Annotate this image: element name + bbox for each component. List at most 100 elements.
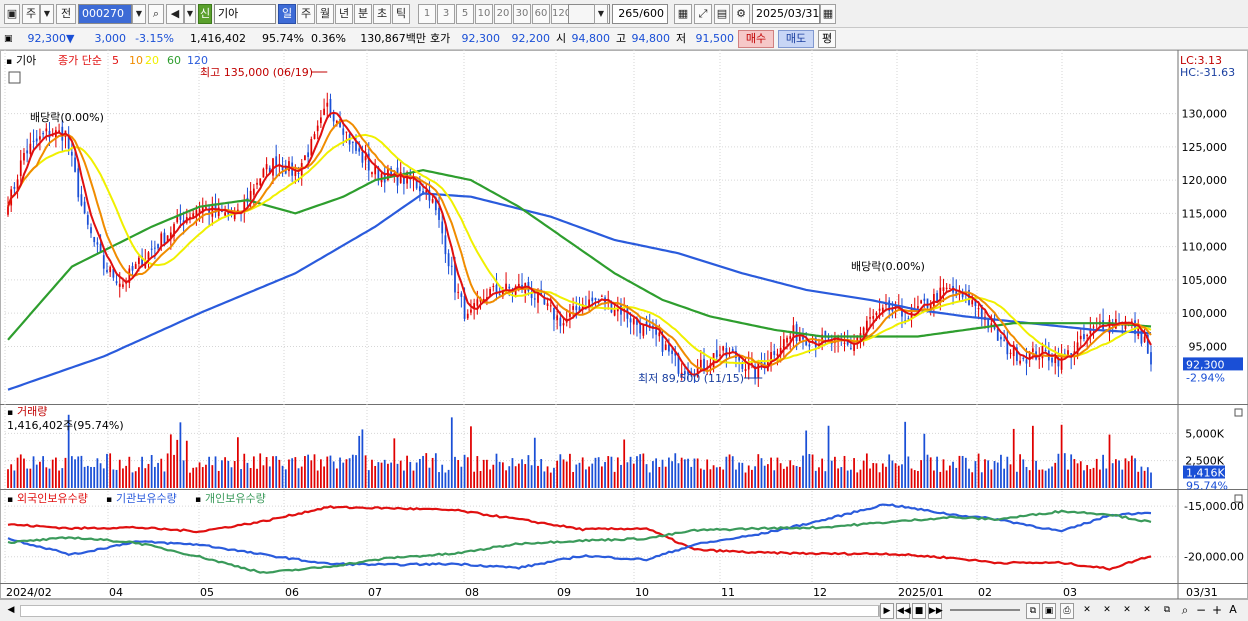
candle-body	[169, 232, 172, 239]
volume-bar	[993, 461, 996, 488]
interval-tab[interactable]: 1	[418, 4, 436, 24]
volume-bar	[607, 456, 610, 488]
zoom-in-icon[interactable]: +	[1211, 603, 1223, 617]
auto-scale-icon[interactable]: A	[1229, 603, 1237, 616]
candle-body	[639, 322, 642, 334]
price-tick-label: 125,000	[1182, 141, 1228, 154]
tool-icon-4[interactable]: ✕	[1143, 605, 1151, 615]
stock-code-input[interactable]: 000270	[78, 4, 132, 24]
period-tab[interactable]: 주	[297, 4, 315, 24]
tool-icon-5[interactable]: ⧉	[1163, 605, 1171, 615]
search-icon[interactable]: ⌕	[148, 4, 164, 24]
price-tick-label: 120,000	[1182, 174, 1228, 187]
avg-button[interactable]: 평	[818, 30, 836, 48]
fast-forward-icon[interactable]: ▶▶	[928, 603, 943, 619]
period-tab[interactable]: 일	[278, 4, 296, 24]
candle-body	[1134, 320, 1136, 334]
code-dropdown-icon[interactable]: ▼	[132, 4, 146, 24]
date-input[interactable]: 2025/03/31	[752, 4, 820, 24]
candle-body	[444, 235, 447, 255]
zoom-search-icon[interactable]: ⌕	[1181, 603, 1189, 617]
interval-tab[interactable]: 120	[551, 4, 571, 24]
print-icon[interactable]: ⎙	[1060, 603, 1074, 619]
stock-name-field[interactable]: 기아	[214, 4, 276, 24]
interval-dropdown-icon[interactable]: ▼	[594, 4, 608, 24]
interval-tab[interactable]: 30	[513, 4, 531, 24]
candle-body	[789, 336, 792, 339]
volume-bar	[546, 466, 549, 488]
tool-icon-2[interactable]: ✕	[1103, 605, 1111, 615]
candle-body	[211, 204, 214, 217]
interval-tab[interactable]: 60	[532, 4, 550, 24]
buy-button[interactable]: 매수	[738, 30, 774, 48]
candle-body	[96, 242, 99, 245]
volume-bar	[211, 465, 214, 488]
candle-body	[805, 339, 808, 346]
stop-icon[interactable]: ■	[912, 603, 926, 619]
interval-tab[interactable]: 20	[494, 4, 512, 24]
scroll-left-icon[interactable]: ◀	[7, 605, 15, 615]
grid-toggle-icon[interactable]	[8, 71, 21, 84]
chevron-down-icon[interactable]: ▼	[40, 4, 54, 24]
interval-tab[interactable]: 10	[475, 4, 493, 24]
volume-bar	[824, 471, 827, 488]
candle-body	[955, 291, 958, 296]
speaker-icon[interactable]: ◀	[166, 4, 184, 24]
candle-body	[757, 362, 760, 379]
volume-bar	[907, 456, 910, 488]
holdings-panel-close-icon[interactable]	[1234, 494, 1243, 503]
count-field[interactable]: 265/600	[612, 4, 668, 24]
period-tab[interactable]: 분	[354, 4, 372, 24]
calendar-icon[interactable]: ▦	[820, 4, 836, 24]
tool-icon-3[interactable]: ✕	[1123, 605, 1131, 615]
candle-body	[683, 371, 686, 375]
candle-body	[770, 352, 772, 364]
play-icon[interactable]: ▶	[880, 603, 894, 619]
period-tab[interactable]: 월	[316, 4, 334, 24]
candle-body	[664, 344, 667, 350]
volume-bar	[1146, 467, 1149, 488]
candle-body	[747, 362, 750, 370]
credit-badge[interactable]: 신	[198, 4, 212, 24]
chart-window-icon[interactable]: ▣	[4, 4, 20, 24]
speed-slider[interactable]	[950, 609, 1020, 611]
volume-panel-close-icon[interactable]	[1234, 408, 1243, 417]
copy-icon[interactable]: ⧉	[1026, 603, 1040, 619]
candle-body	[42, 133, 44, 135]
candle-body	[549, 305, 552, 307]
legend-icon: ▪	[7, 495, 13, 505]
volume-bar	[521, 459, 523, 488]
sell-button[interactable]: 매도	[778, 30, 814, 48]
period-tab[interactable]: 년	[335, 4, 353, 24]
quote-window-icon[interactable]: ▣	[4, 34, 13, 44]
mode-select[interactable]: 주	[22, 4, 40, 24]
period-tab[interactable]: 초	[373, 4, 391, 24]
interval-tab[interactable]: 3	[437, 4, 455, 24]
volume-bar	[383, 459, 386, 488]
stock-chart[interactable]: 2024/02 04 05 06 07 08 09 10 11 12 2025/01 02 03 03/3…	[0, 50, 1248, 599]
volume-bar	[936, 456, 938, 488]
candle-body	[990, 323, 993, 327]
horizontal-scrollbar[interactable]	[20, 605, 880, 617]
draw-tool-icon[interactable]: ⤢	[694, 4, 712, 24]
tool-icon-1[interactable]: ✕	[1083, 605, 1091, 615]
prev-button[interactable]: 전	[56, 4, 76, 24]
volume-bar	[1102, 454, 1104, 488]
volume-bar	[291, 458, 294, 488]
rewind-icon[interactable]: ◀◀	[896, 603, 911, 619]
candle-body	[252, 188, 255, 195]
candle-body	[537, 292, 539, 303]
gear-icon[interactable]: ⚙	[732, 4, 750, 24]
zoom-out-icon[interactable]: −	[1195, 603, 1207, 617]
volume-bar	[897, 465, 900, 488]
bid-price: 92,200	[511, 32, 551, 45]
period-tab[interactable]: 틱	[392, 4, 410, 24]
candle-body	[431, 199, 434, 203]
volume-bar	[668, 457, 670, 488]
interval-tab[interactable]: 5	[456, 4, 474, 24]
save-icon[interactable]: ▤	[714, 4, 730, 24]
scrollbar-thumb[interactable]	[21, 606, 879, 616]
layout-icon[interactable]: ▦	[674, 4, 692, 24]
sound-dropdown-icon[interactable]: ▼	[184, 4, 196, 24]
window-icon[interactable]: ▣	[1042, 603, 1056, 619]
